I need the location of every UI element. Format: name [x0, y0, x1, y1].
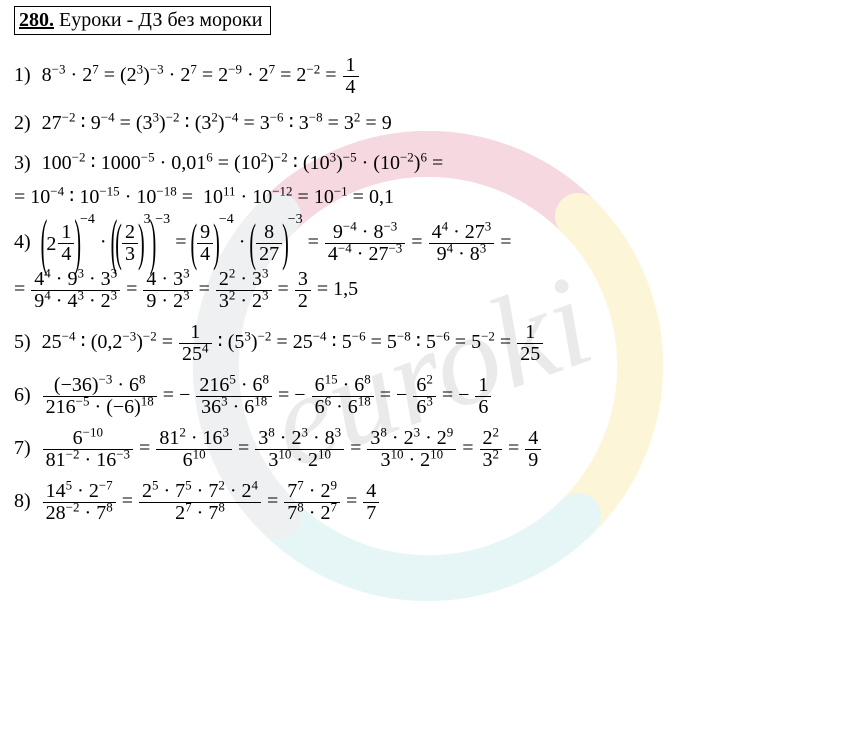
exercise-header: 280. Еуроки - ДЗ без мороки: [14, 6, 271, 35]
item-7: 7) 6−1081−2 · 16−3 = 812 · 163610 = 38 ·…: [14, 428, 845, 471]
item-3-line1: 3) 100−2 ∶ 1000−5 · 0,016 = (102)−2 ∶ (1…: [14, 148, 845, 178]
item-6: 6) (−36)−3 · 68216−5 · (−6)18 = − 2165 ·…: [14, 375, 845, 418]
item-number: 1): [14, 64, 31, 86]
item-number: 6): [14, 384, 31, 406]
item-5: 5) 25−4 ∶ (0,2−3)−2 = 1254 ∶ (53)−2 = 25…: [14, 322, 845, 365]
item-2: 2) 27−2 ∶ 9−4 = (33)−2 ∶ (32)−4 = 3−6 ∶ …: [14, 108, 845, 138]
item-number: 8): [14, 490, 31, 512]
title-text: Еуроки - ДЗ без мороки: [59, 9, 262, 31]
item-number: 3): [14, 152, 31, 174]
item-1: 1) 8−3 · 27 = (23)−3 · 27 = 2−9 · 27 = 2…: [14, 55, 845, 98]
exercise-number: 280.: [19, 9, 54, 31]
item-number: 2): [14, 112, 31, 134]
page-content: 280. Еуроки - ДЗ без мороки 1) 8−3 · 27 …: [0, 0, 855, 538]
item-number: 5): [14, 331, 31, 353]
item-4-line1: 4) (214)−4 · ((23)3)−3 = (94)−4 · (827)−…: [14, 222, 845, 265]
item-number: 4): [14, 231, 31, 253]
item-8: 8) 145 · 2−728−2 · 78 = 25 · 75 · 72 · 2…: [14, 481, 845, 524]
item-number: 7): [14, 437, 31, 459]
